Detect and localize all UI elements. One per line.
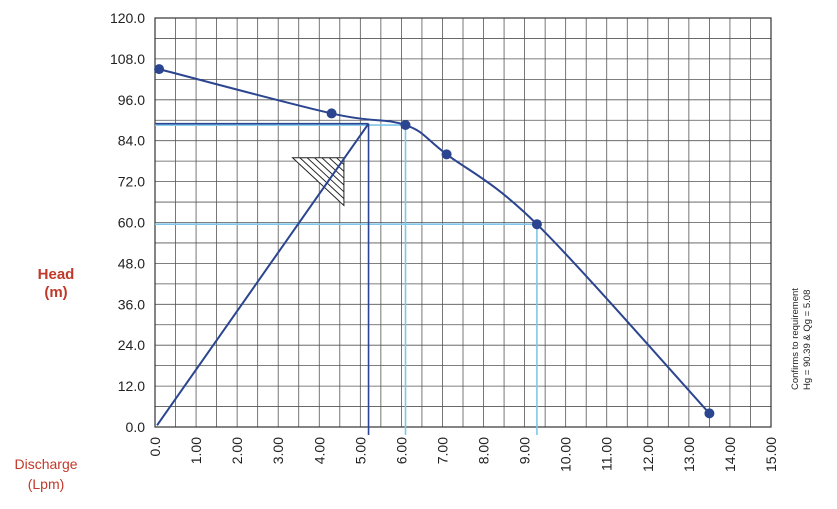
plot-frame [154,17,772,428]
x-tick-label: 9.00 [517,437,533,464]
hatch-line [306,157,345,193]
x-tick-label: 0.0 [147,437,163,457]
x-tick-label: 13.00 [681,437,697,472]
hatch-line [299,157,345,199]
x-tick-label: 2.00 [229,437,245,464]
x-tick-label: 1.00 [188,437,204,464]
curve-lines [156,68,711,426]
y-tick-label: 84.0 [118,133,145,149]
system-curve-line [156,123,370,426]
x-tick-label: 15.00 [763,437,779,472]
data-point [531,219,542,230]
y-tick-label: 108.0 [110,51,145,67]
x-tick-label: 11.00 [599,437,615,471]
curve-points [154,64,715,419]
requirement-note-line-1: Confirms to requirement [790,288,801,390]
y-tick-labels: 0.0 12.0 24.0 36.0 48.0 60.0 72.0 84.0 96.0 108.0… [110,10,145,435]
chart-grid [154,17,772,428]
x-tick-label: 5.00 [352,437,368,464]
requirement-note-line-2: Hg = 90.39 & Qg = 5.08 [802,290,813,390]
x-tick-label: 8.00 [476,437,492,464]
x-tick-labels: 0.0 1.00 2.00 3.00 4.00 5.00 6.00 7.00 8.00 9.00 1… [147,437,779,472]
y-tick-label: 36.0 [118,296,145,312]
x-axis-title-line-1: Discharge [14,456,78,472]
hatch-line [314,157,345,186]
data-point [400,120,411,131]
y-tick-label: 12.0 [118,378,145,394]
data-point [326,108,337,119]
operating-region-hatch [291,157,345,207]
y-tick-label: 60.0 [118,215,145,231]
x-tick-label: 4.00 [311,437,327,464]
y-axis-title-line-1: Head [37,266,75,283]
hatch-line [321,157,345,179]
x-tick-label: 12.00 [640,437,656,472]
x-tick-label: 6.00 [393,437,409,464]
pump-curve-line [158,68,711,415]
y-axis-title-line-2: (m) [44,284,68,301]
data-point [154,64,165,75]
x-tick-label: 14.00 [722,437,738,472]
requirement-note: Confirms to requirement Hg = 90.39 & Qg … [780,280,820,400]
y-tick-label: 72.0 [118,174,145,190]
x-tick-label: 7.00 [434,437,450,464]
x-axis-title-line-2: (Lpm) [27,476,65,492]
y-tick-label: 24.0 [118,337,145,353]
y-tick-label: 0.0 [126,419,146,435]
y-tick-label: 120.0 [110,10,145,26]
data-point [704,408,715,419]
y-tick-label: 96.0 [118,92,145,108]
hatch-line [328,157,345,172]
x-tick-label: 10.00 [558,437,574,472]
hatch-line [336,157,345,165]
reference-lines [155,122,538,435]
y-axis-title: Head (m) [36,266,76,302]
y-tick-label: 48.0 [118,255,145,271]
x-tick-label: 3.00 [270,437,286,464]
x-axis-title: Discharge (Lpm) [2,454,90,494]
data-point [441,149,452,160]
hatch-triangle [291,157,345,207]
